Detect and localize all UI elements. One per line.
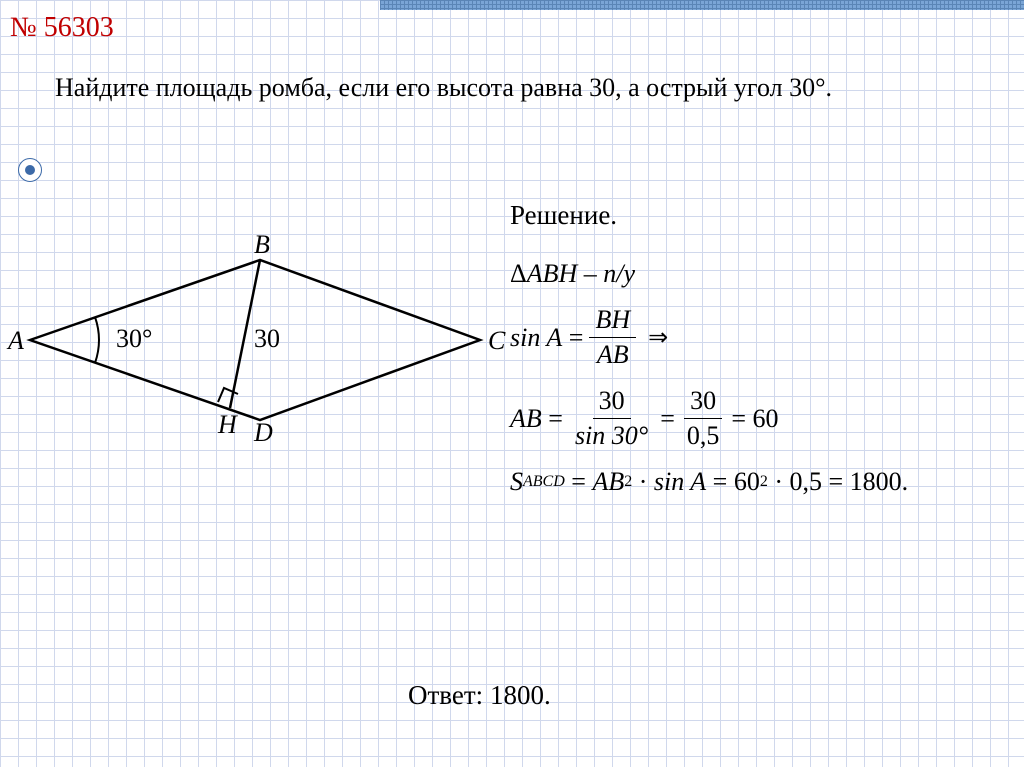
vertex-a-label: A xyxy=(8,326,24,356)
problem-statement: Найдите площадь ромба, если его высота р… xyxy=(55,70,955,105)
rhombus-diagram: A B C D H 30° 30 xyxy=(10,240,500,470)
dot-1: · xyxy=(639,467,648,497)
vertex-c-label: C xyxy=(488,326,505,356)
value-05: 0,5 xyxy=(790,467,823,497)
frac3-den: 0,5 xyxy=(681,419,726,451)
triangle-abh: ABH xyxy=(527,259,578,289)
vertex-h-label: H xyxy=(218,410,237,440)
solution-line-3: AB = 30 sin 30° = 30 0,5 = 60 xyxy=(510,386,1010,451)
value-1800: 1800. xyxy=(850,467,909,497)
solution-line-1: Δ ABH – п/у xyxy=(510,259,1010,289)
equals-sign-4: = xyxy=(731,404,746,434)
frac-den-ab: AB xyxy=(591,338,635,370)
height-label: 30 xyxy=(254,324,280,354)
solution-line-2: sin A = BH AB ⇒ xyxy=(510,305,1010,370)
angle-label: 30° xyxy=(116,324,152,354)
value-60-2: 60 xyxy=(734,467,760,497)
s-subscript: ABCD xyxy=(523,473,565,491)
sin-a-2: sin A xyxy=(654,467,706,497)
answer-label: Ответ: xyxy=(408,680,483,710)
equals-sign-3: = xyxy=(660,404,675,434)
vertex-d-label: D xyxy=(254,418,273,448)
fraction-bh-ab: BH AB xyxy=(589,305,636,370)
frac2-num: 30 xyxy=(593,386,631,419)
dot-2: · xyxy=(774,467,783,497)
implies-arrow: ⇒ xyxy=(648,323,668,352)
solution-block: Решение. Δ ABH – п/у sin A = BH AB ⇒ AB … xyxy=(510,200,1010,513)
exponent-2b: 2 xyxy=(760,473,768,491)
s-var: S xyxy=(510,467,523,497)
fraction-30-05: 30 0,5 xyxy=(681,386,726,451)
equals-sign-5: = xyxy=(571,467,586,497)
right-angle-note: – п/у xyxy=(584,259,635,289)
delta-symbol: Δ xyxy=(510,259,527,289)
equals-sign: = xyxy=(569,323,584,353)
answer-value: 1800. xyxy=(490,680,551,710)
frac2-den: sin 30° xyxy=(569,419,654,451)
equals-sign-2: = xyxy=(548,404,563,434)
equals-sign-7: = xyxy=(829,467,844,497)
exponent-2: 2 xyxy=(624,473,632,491)
frac3-num: 30 xyxy=(684,386,722,419)
solution-line-4: SABCD = AB2 · sin A = 602 · 0,5 = 1800. xyxy=(510,467,1010,497)
ab-var: AB xyxy=(510,404,542,434)
bullet-inner xyxy=(25,165,35,175)
frac-num-bh: BH xyxy=(589,305,636,338)
header-pattern-bar xyxy=(380,0,1024,10)
solution-title: Решение. xyxy=(510,200,1010,231)
answer-line: Ответ: 1800. xyxy=(408,680,551,711)
equals-sign-6: = xyxy=(713,467,728,497)
fraction-30-sin30: 30 sin 30° xyxy=(569,386,654,451)
ab-sq: AB xyxy=(592,467,624,497)
sin-a: sin A xyxy=(510,323,562,353)
value-60: 60 xyxy=(753,404,779,434)
vertex-b-label: B xyxy=(254,230,270,260)
bullet-marker xyxy=(18,158,42,182)
problem-number: № 56303 xyxy=(10,12,114,44)
